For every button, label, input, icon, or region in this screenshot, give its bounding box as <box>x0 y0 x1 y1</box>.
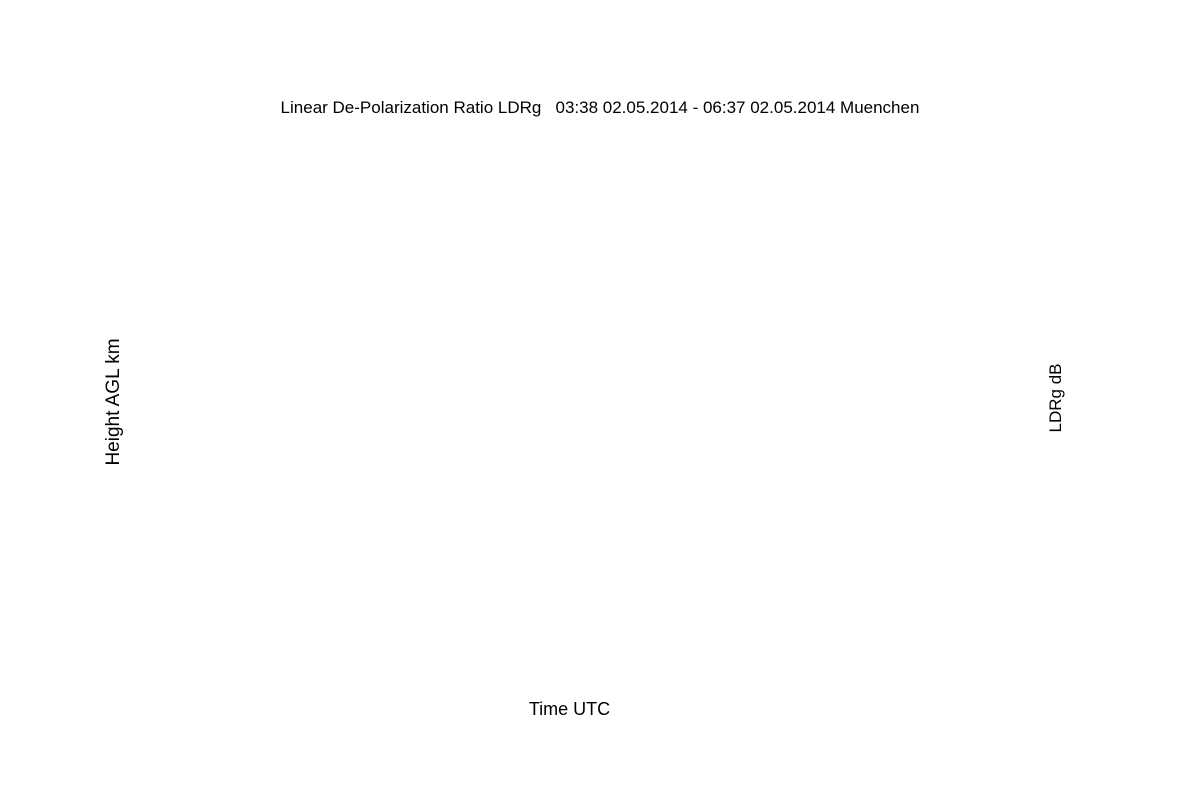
y-axis-label: Height AGL km <box>103 338 124 466</box>
colorbar-label: LDRg dB <box>1046 363 1065 433</box>
chart-title: Linear De-Polarization Ratio LDRg 03:38 … <box>280 98 920 117</box>
x-axis-label: Time UTC <box>528 699 611 719</box>
